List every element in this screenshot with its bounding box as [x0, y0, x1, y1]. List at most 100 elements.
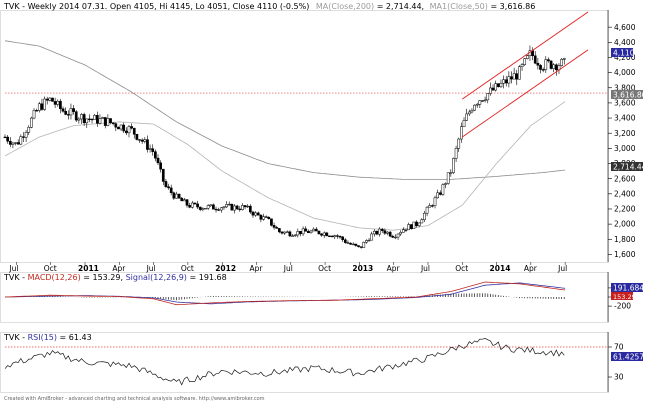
candle-body [103, 117, 107, 126]
candle-body [27, 127, 31, 133]
candle-body [312, 228, 315, 232]
candle-body [452, 158, 455, 173]
price-y-axis: 4,600 4,400 4,200 4,000 3,800 3,600 3,400 3,200… [608, 23, 636, 259]
rsi-header-value: = 61.43 [60, 333, 92, 342]
time-tick-label: Apr [112, 264, 126, 273]
ma200-header-name: MA(Close,200) [316, 2, 374, 11]
macd-lines [4, 281, 566, 306]
time-tick-label: Apr [524, 264, 538, 273]
candle-body [127, 126, 131, 134]
candle-body [146, 139, 149, 150]
candle-body [396, 233, 400, 238]
credit-text: Created with AmiBroker - advanced charti… [4, 396, 265, 402]
candle-body [483, 99, 487, 101]
candle-body [61, 108, 65, 112]
price-tick-label: 3,800 [614, 83, 636, 92]
price-tick-label: 3,600 [614, 99, 636, 108]
candle-body [135, 134, 139, 140]
candle-body [101, 117, 104, 119]
candle-body [119, 124, 123, 130]
channel-lower-line [461, 49, 589, 138]
candle-body [475, 103, 479, 106]
candle-body [278, 228, 281, 233]
candle-body [85, 118, 89, 124]
candle-body [549, 60, 553, 69]
candle-body [391, 235, 395, 238]
candle-body [449, 172, 453, 174]
candle-body [122, 124, 126, 132]
price-tick-label: 2,000 [614, 220, 636, 229]
candle-body [138, 139, 141, 141]
candle-body [11, 142, 15, 145]
candle-body [354, 243, 358, 246]
candle-body [496, 83, 500, 88]
candle-body [462, 119, 466, 127]
trend-channel [461, 11, 589, 138]
candle-body [190, 202, 194, 208]
ma200-line [4, 40, 566, 180]
candle-body [45, 98, 49, 101]
macd-histogram [7, 293, 565, 301]
close-label-text: 4,110 [613, 49, 635, 58]
candle-body [341, 236, 345, 241]
candle-body [457, 138, 461, 149]
time-tick-label: Oct [181, 264, 194, 273]
time-tick-label: 2012 [215, 264, 236, 273]
rsi-header-name: RSI(15) [28, 333, 57, 342]
time-tick-label: Oct [44, 264, 57, 273]
panel-frame [0, 272, 609, 323]
candle-body [48, 97, 52, 101]
candle-body [256, 212, 260, 216]
candle-body [151, 148, 155, 152]
candle-body [460, 126, 463, 140]
macd-line [4, 281, 566, 306]
candle-body [74, 111, 78, 121]
candle-body [478, 100, 482, 105]
signal-label-text: 191.684 [613, 284, 644, 293]
candle-body [14, 142, 17, 144]
candle-body [148, 148, 152, 150]
candle-body [465, 113, 469, 121]
candle-body [161, 168, 165, 182]
candle-body [523, 58, 527, 65]
candle-body [19, 136, 23, 145]
time-tick-label: Jul [8, 264, 18, 273]
candle-body [130, 126, 133, 129]
candle-body [423, 212, 426, 220]
candle-body [69, 108, 73, 116]
candle-body [8, 140, 12, 145]
candle-body [262, 216, 265, 220]
price-tick-label: 4,000 [614, 68, 636, 77]
candle-body [212, 204, 215, 210]
candle-body [201, 208, 205, 210]
candle-body [82, 114, 86, 124]
candle-body [533, 55, 537, 64]
candle-body [383, 230, 387, 234]
candle-body [415, 221, 418, 227]
candle-body [140, 139, 144, 142]
candle-body [196, 203, 199, 208]
signal-header-name: Signal(12,26,9) [126, 273, 187, 282]
candle-body [309, 230, 313, 234]
time-x-axis: Jul Oct 2011 Apr Jul Oct 2012 Apr Jul Oct 2013 Apr J… [8, 262, 567, 273]
candle-body [124, 130, 128, 134]
macd-label-box [611, 292, 633, 300]
candle-body [520, 64, 524, 67]
signal-header-value: = 191.68 [189, 273, 226, 282]
candle-body [436, 192, 439, 199]
candle-body [417, 222, 421, 227]
candle-body [454, 148, 458, 159]
price-tick-label: 3,400 [614, 114, 636, 123]
candle-body [254, 212, 257, 216]
candle-body [388, 231, 392, 237]
candle-body [401, 229, 405, 233]
ma50-label-text: 3,616.86 [613, 91, 645, 100]
candle-body [251, 211, 255, 216]
candle-body [317, 230, 321, 235]
candle-body [222, 206, 226, 209]
candle-body [90, 118, 94, 121]
candle-body [307, 231, 310, 234]
candle-body [225, 204, 228, 208]
